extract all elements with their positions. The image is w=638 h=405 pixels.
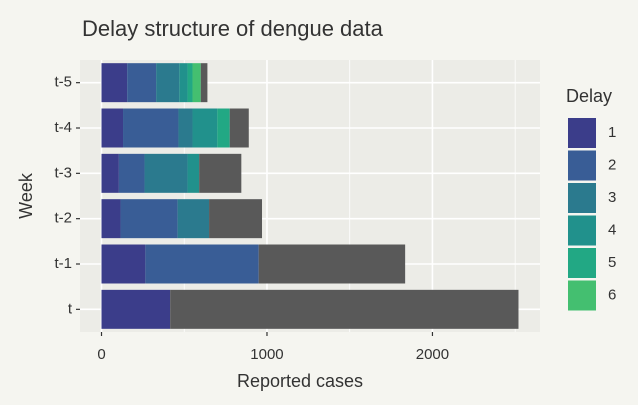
bar-segment — [200, 63, 208, 103]
bar-segment — [209, 199, 263, 239]
bar-segment — [118, 153, 145, 193]
bar-segment — [178, 108, 193, 148]
legend-label: 5 — [608, 254, 616, 271]
bar-segment — [179, 63, 188, 103]
y-tick-label: t-2 — [54, 210, 72, 227]
panel — [80, 60, 540, 332]
y-tick-label: t — [68, 300, 73, 317]
x-tick-label: 2000 — [416, 346, 449, 363]
bar-segment — [177, 199, 210, 239]
legend-label: 4 — [608, 221, 616, 238]
bar-segment — [258, 244, 406, 284]
y-tick-label: t-1 — [54, 255, 72, 272]
bar-segment — [101, 289, 171, 329]
bar-segment — [170, 289, 519, 329]
bar-segment — [187, 153, 200, 193]
legend-title: Delay — [566, 86, 612, 106]
y-tick-label: t-3 — [54, 164, 72, 181]
legend-key — [568, 215, 596, 246]
bar-segment — [101, 108, 124, 148]
bar-segment — [101, 153, 119, 193]
bar-segment — [217, 108, 230, 148]
bar-segment — [101, 63, 128, 103]
bar-segment — [192, 63, 201, 103]
x-axis-title: Reported cases — [237, 371, 363, 391]
y-tick-label: t-4 — [54, 119, 72, 136]
bar-segment — [145, 244, 259, 284]
bar-segment — [187, 63, 193, 103]
legend-label: 1 — [608, 124, 616, 141]
legend-key — [568, 183, 596, 213]
bar-segment — [127, 63, 157, 103]
bar-segment — [229, 108, 249, 148]
bar-segment — [192, 108, 218, 148]
legend-label: 2 — [608, 156, 616, 173]
y-axis-title: Week — [16, 172, 36, 219]
bar-segment — [144, 153, 188, 193]
bar-segment — [101, 199, 121, 239]
legend-label: 3 — [608, 189, 616, 206]
legend-label: 6 — [608, 286, 616, 303]
legend-key — [568, 248, 596, 278]
y-tick-label: t-5 — [54, 74, 72, 91]
x-tick-label: 1000 — [250, 346, 283, 363]
bar-segment — [156, 63, 180, 103]
chart-title: Delay structure of dengue data — [82, 16, 384, 41]
bar-segment — [101, 244, 146, 284]
x-tick-label: 0 — [97, 346, 105, 363]
bar-segment — [123, 108, 179, 148]
legend-key — [568, 118, 596, 148]
legend-key — [568, 150, 596, 181]
bar-segment — [199, 153, 242, 193]
legend-key — [568, 280, 596, 311]
bar-segment — [120, 199, 178, 239]
